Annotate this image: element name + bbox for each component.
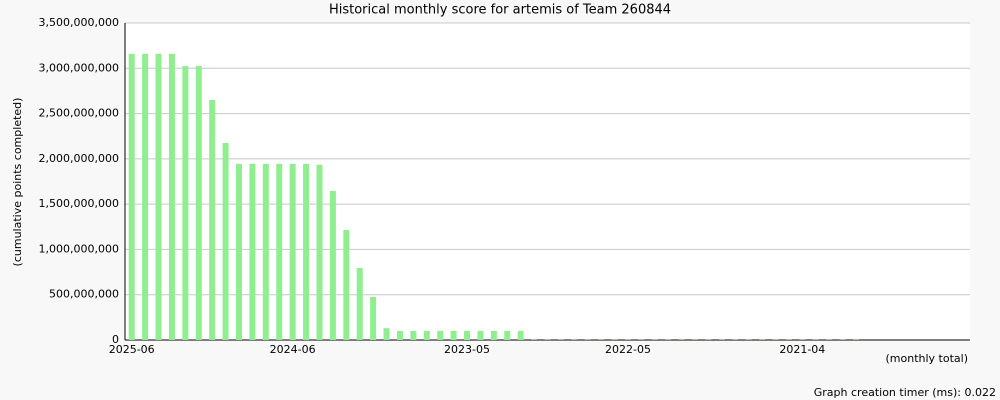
bar — [276, 163, 283, 340]
y-tick-label: 3,000,000,000 — [39, 61, 119, 74]
bar — [437, 330, 444, 340]
x-tick-label: 2023-05 — [444, 343, 490, 356]
bar — [222, 143, 229, 340]
bar — [370, 296, 377, 340]
bar — [356, 267, 363, 340]
chart-title: Historical monthly score for artemis of … — [329, 3, 671, 18]
bar — [303, 163, 310, 340]
bar — [504, 330, 511, 340]
bar — [316, 164, 323, 340]
bar — [410, 330, 417, 340]
y-axis-label: (cumulative points completed) — [11, 98, 24, 267]
x-tick-label: 2022-05 — [605, 343, 651, 356]
bar — [128, 53, 135, 341]
x-tick-label: 2021-04 — [779, 343, 825, 356]
bar — [329, 191, 336, 340]
bar — [343, 229, 350, 340]
y-tick-label: 500,000,000 — [49, 288, 119, 301]
y-tick-label: 3,500,000,000 — [39, 16, 119, 29]
bar — [477, 330, 484, 340]
bar — [142, 53, 149, 341]
bar — [249, 163, 256, 340]
bar — [450, 330, 457, 340]
bar — [195, 66, 202, 341]
bar — [168, 53, 175, 341]
bar — [464, 330, 471, 340]
y-tick-label: 1,500,000,000 — [39, 197, 119, 210]
bar — [262, 163, 269, 340]
bar — [423, 330, 430, 340]
bar — [383, 328, 390, 340]
bar — [209, 99, 216, 340]
bar — [289, 163, 296, 340]
bar — [236, 163, 243, 340]
x-tick-label: 2025-06 — [109, 343, 155, 356]
y-tick-label: 2,000,000,000 — [39, 152, 119, 165]
bar — [182, 66, 189, 341]
footer: Graph creation timer (ms): 0.022 — [814, 386, 996, 399]
x-tick-label: 2024-06 — [270, 343, 316, 356]
bar — [517, 330, 524, 340]
y-tick-label: 2,500,000,000 — [39, 107, 119, 120]
y-tick-label: 0 — [112, 333, 119, 346]
x-axis-label: (monthly total) — [886, 352, 969, 365]
bar — [155, 53, 162, 341]
bar — [396, 330, 403, 340]
bar — [490, 330, 497, 340]
y-tick-label: 1,000,000,000 — [39, 242, 119, 255]
